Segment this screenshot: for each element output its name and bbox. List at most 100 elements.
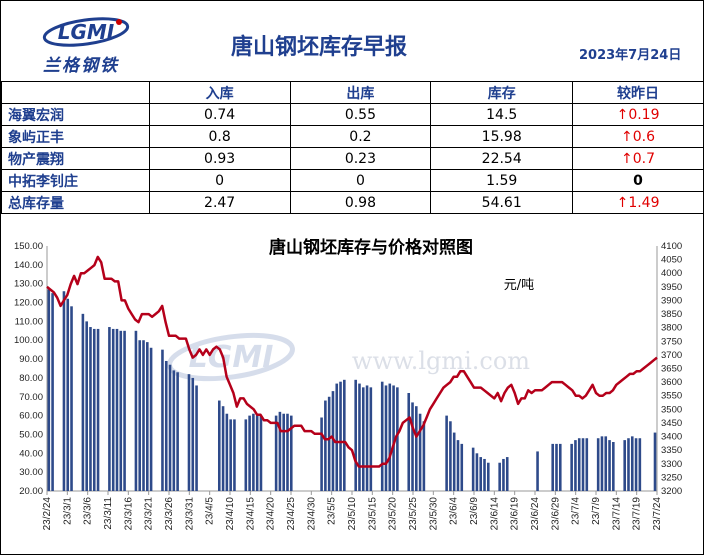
row-stock: 15.98 bbox=[430, 125, 574, 148]
inventory-bar bbox=[176, 372, 179, 491]
row-change: ↑0.7 bbox=[572, 147, 704, 170]
inventory-bar bbox=[415, 406, 418, 491]
x-tick-label: 23/3/11 bbox=[103, 497, 114, 530]
watermark: LGMI www.lgmi.com bbox=[167, 332, 530, 382]
table-row: 海翼宏润 0.74 0.55 14.5 ↑0.19 bbox=[1, 103, 704, 126]
row-change: ↑0.6 bbox=[572, 125, 704, 148]
x-tick-label: 23/3/26 bbox=[164, 497, 175, 531]
inventory-bar bbox=[92, 328, 96, 491]
y-tick-label: 40.00 bbox=[19, 448, 43, 459]
inventory-bar bbox=[475, 453, 479, 491]
row-stock: 22.54 bbox=[430, 147, 574, 170]
inventory-bar bbox=[324, 400, 327, 491]
inventory-bar bbox=[221, 406, 225, 491]
inventory-bar bbox=[380, 381, 384, 491]
inventory-bar bbox=[407, 393, 411, 491]
x-tick-label: 23/4/20 bbox=[266, 497, 277, 531]
y-tick-label: 100.00 bbox=[14, 335, 43, 346]
inventory-bar bbox=[66, 298, 70, 491]
y-tick-label: 70.00 bbox=[19, 392, 43, 403]
row-out: 0.98 bbox=[289, 191, 432, 214]
inventory-bar bbox=[96, 328, 100, 491]
row-out: 0.55 bbox=[289, 103, 432, 126]
inventory-bar bbox=[248, 415, 251, 491]
table-header-cell: 入库 bbox=[148, 81, 291, 104]
table-header-cell bbox=[1, 81, 150, 104]
inventory-bar bbox=[244, 419, 248, 491]
inventory-bar bbox=[638, 438, 642, 491]
x-tick-label: 23/4/5 bbox=[205, 497, 216, 525]
x-tick-label: 23/7/24 bbox=[652, 497, 663, 531]
inventory-bar bbox=[138, 340, 142, 491]
inventory-bar bbox=[581, 438, 585, 491]
row-change: ↑0.19 bbox=[572, 103, 704, 126]
y2-tick-label: 3700 bbox=[661, 350, 682, 361]
inventory-bar bbox=[217, 400, 221, 491]
row-name: 海翼宏润 bbox=[1, 103, 150, 126]
inventory-bar bbox=[320, 417, 323, 491]
table-header-row: 入库 出库 库存 较昨日 bbox=[1, 81, 704, 104]
x-tick-label: 23/6/4 bbox=[449, 497, 460, 525]
inventory-bar bbox=[612, 442, 615, 491]
inventory-bar bbox=[422, 421, 426, 491]
inventory-bar bbox=[445, 415, 448, 491]
inventory-bar bbox=[339, 381, 342, 491]
y2-tick-label: 3750 bbox=[661, 336, 682, 347]
y2-tick-label: 3400 bbox=[661, 432, 682, 443]
inventory-bar bbox=[502, 458, 505, 491]
inventory-bar bbox=[365, 385, 369, 491]
row-in: 2.47 bbox=[148, 191, 291, 214]
inventory-bar bbox=[119, 330, 123, 491]
inventory-bar bbox=[51, 293, 54, 491]
row-change: ↑1.49 bbox=[572, 191, 704, 214]
inventory-bar bbox=[449, 421, 452, 491]
report-date: 2023年7月24日 bbox=[579, 48, 682, 63]
inventory-price-chart: 唐山钢坯库存与价格对照图 元/吨 LGMI www.lgmi.com 20.00… bbox=[14, 237, 682, 531]
inventory-bar bbox=[627, 438, 630, 491]
table-row: 象屿正丰 0.8 0.2 15.98 ↑0.6 bbox=[1, 125, 704, 148]
row-stock: 1.59 bbox=[430, 169, 574, 192]
inventory-bar bbox=[608, 440, 611, 491]
table-header-cell: 库存 bbox=[430, 81, 574, 104]
inventory-bar bbox=[604, 436, 608, 491]
inventory-bar bbox=[233, 419, 236, 491]
x-tick-label: 23/6/14 bbox=[489, 497, 500, 531]
inventory-bar bbox=[585, 438, 589, 491]
inventory-bar bbox=[191, 377, 195, 491]
inventory-bar bbox=[483, 458, 486, 491]
y2-tick-label: 3500 bbox=[661, 404, 682, 415]
inventory-bar bbox=[479, 457, 483, 491]
x-tick-label: 23/6/9 bbox=[469, 497, 480, 525]
inventory-bar bbox=[623, 440, 626, 491]
row-out: 0 bbox=[289, 169, 432, 192]
inventory-bar bbox=[460, 443, 464, 491]
inventory-bar bbox=[81, 313, 85, 491]
x-tick-label: 23/5/25 bbox=[408, 497, 419, 531]
y2-tick-label: 4050 bbox=[661, 255, 682, 266]
inventory-bar bbox=[134, 330, 138, 491]
x-tick-label: 23/3/6 bbox=[83, 497, 94, 525]
y2-tick-label: 3450 bbox=[661, 418, 682, 429]
y2-tick-label: 3350 bbox=[661, 445, 682, 456]
row-in: 0 bbox=[148, 169, 291, 192]
row-change: 0 bbox=[572, 169, 704, 192]
chart-title: 唐山钢坯库存与价格对照图 bbox=[269, 237, 473, 258]
inventory-bar bbox=[252, 413, 255, 491]
inventory-bar bbox=[456, 440, 460, 491]
table-row: 总库存量 2.47 0.98 54.61 ↑1.49 bbox=[1, 191, 704, 214]
inventory-bar bbox=[396, 387, 399, 491]
inventory-bar bbox=[255, 415, 259, 491]
y-tick-label: 140.00 bbox=[14, 260, 43, 271]
inventory-bar bbox=[471, 447, 475, 491]
x-tick-label: 23/7/9 bbox=[591, 497, 602, 525]
inventory-bar bbox=[229, 419, 232, 491]
x-tick-label: 23/7/4 bbox=[571, 497, 582, 525]
inventory-bar bbox=[600, 436, 604, 491]
inventory-bar bbox=[577, 438, 581, 491]
y-tick-label: 130.00 bbox=[14, 279, 43, 290]
inventory-bar bbox=[164, 360, 168, 491]
inventory-bar bbox=[555, 443, 558, 491]
inventory-bar bbox=[354, 379, 357, 491]
lgmi-logo: LGMI bbox=[42, 17, 130, 47]
inventory-bar bbox=[195, 385, 198, 491]
